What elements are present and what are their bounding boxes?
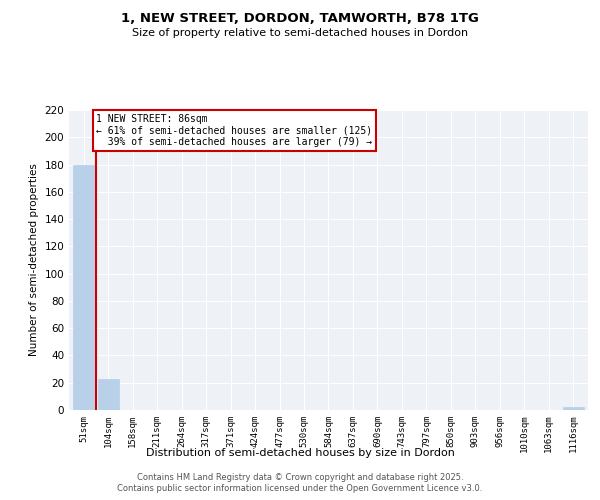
Bar [563, 408, 584, 410]
Bar [98, 378, 119, 410]
Bar [73, 164, 94, 410]
Text: Distribution of semi-detached houses by size in Dordon: Distribution of semi-detached houses by … [146, 448, 454, 458]
Text: 1 NEW STREET: 86sqm
← 61% of semi-detached houses are smaller (125)
  39% of sem: 1 NEW STREET: 86sqm ← 61% of semi-detach… [97, 114, 373, 148]
Text: Contains HM Land Registry data © Crown copyright and database right 2025.: Contains HM Land Registry data © Crown c… [137, 472, 463, 482]
Text: Size of property relative to semi-detached houses in Dordon: Size of property relative to semi-detach… [132, 28, 468, 38]
Text: 1, NEW STREET, DORDON, TAMWORTH, B78 1TG: 1, NEW STREET, DORDON, TAMWORTH, B78 1TG [121, 12, 479, 26]
Text: Contains public sector information licensed under the Open Government Licence v3: Contains public sector information licen… [118, 484, 482, 493]
Y-axis label: Number of semi-detached properties: Number of semi-detached properties [29, 164, 39, 356]
